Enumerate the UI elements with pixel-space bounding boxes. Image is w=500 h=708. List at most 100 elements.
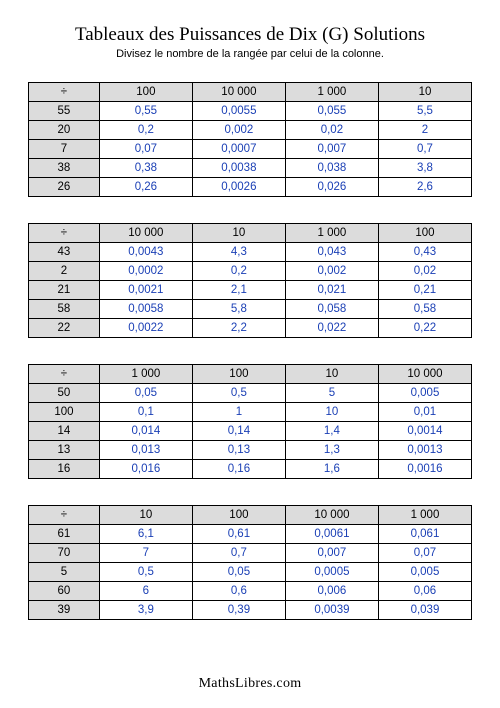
- column-header: 1 000: [99, 365, 192, 384]
- row-header: 38: [29, 159, 100, 178]
- row-header: 22: [29, 319, 100, 338]
- answer-cell: 0,0039: [285, 601, 378, 620]
- answer-cell: 0,1: [99, 403, 192, 422]
- table-header-row: ÷10010 0001 00010: [29, 83, 472, 102]
- row-header: 21: [29, 281, 100, 300]
- table-row: 140,0140,141,40,0014: [29, 422, 472, 441]
- answer-cell: 0,002: [285, 262, 378, 281]
- column-header: 10: [378, 83, 471, 102]
- table-row: 430,00434,30,0430,43: [29, 243, 472, 262]
- answer-cell: 0,026: [285, 178, 378, 197]
- answer-cell: 0,2: [99, 121, 192, 140]
- table-row: 50,50,050,00050,005: [29, 563, 472, 582]
- row-header: 26: [29, 178, 100, 197]
- row-header: 58: [29, 300, 100, 319]
- column-header: 1 000: [378, 506, 471, 525]
- row-header: 70: [29, 544, 100, 563]
- answer-cell: 0,0038: [192, 159, 285, 178]
- column-header: 100: [192, 506, 285, 525]
- answer-cell: 0,06: [378, 582, 471, 601]
- column-header: 100: [99, 83, 192, 102]
- answer-cell: 0,05: [192, 563, 285, 582]
- answer-cell: 1,6: [285, 460, 378, 479]
- table-row: 580,00585,80,0580,58: [29, 300, 472, 319]
- answer-cell: 2,1: [192, 281, 285, 300]
- table-row: 160,0160,161,60,0016: [29, 460, 472, 479]
- division-table: ÷1010010 0001 000616,10,610,00610,061707…: [28, 505, 472, 620]
- answer-cell: 0,0002: [99, 262, 192, 281]
- row-header: 60: [29, 582, 100, 601]
- column-header: 10 000: [192, 83, 285, 102]
- page-subtitle: Divisez le nombre de la rangée par celui…: [28, 48, 472, 60]
- answer-cell: 0,021: [285, 281, 378, 300]
- answer-cell: 0,0055: [192, 102, 285, 121]
- answer-cell: 0,002: [192, 121, 285, 140]
- table-row: 500,050,550,005: [29, 384, 472, 403]
- row-header: 16: [29, 460, 100, 479]
- table-header-row: ÷10 000101 000100: [29, 224, 472, 243]
- answer-cell: 0,38: [99, 159, 192, 178]
- table: ÷10 000101 000100430,00434,30,0430,4320,…: [28, 223, 472, 338]
- answer-cell: 0,0043: [99, 243, 192, 262]
- answer-cell: 0,0061: [285, 525, 378, 544]
- answer-cell: 0,61: [192, 525, 285, 544]
- answer-cell: 0,07: [99, 140, 192, 159]
- table-header-row: ÷1010010 0001 000: [29, 506, 472, 525]
- table-row: 200,20,0020,022: [29, 121, 472, 140]
- answer-cell: 0,55: [99, 102, 192, 121]
- row-header: 5: [29, 563, 100, 582]
- answer-cell: 0,0007: [192, 140, 285, 159]
- answer-cell: 0,13: [192, 441, 285, 460]
- answer-cell: 5: [285, 384, 378, 403]
- answer-cell: 0,0005: [285, 563, 378, 582]
- table-row: 1000,11100,01: [29, 403, 472, 422]
- answer-cell: 0,043: [285, 243, 378, 262]
- row-header: 20: [29, 121, 100, 140]
- answer-cell: 5,5: [378, 102, 471, 121]
- answer-cell: 0,055: [285, 102, 378, 121]
- answer-cell: 1: [192, 403, 285, 422]
- answer-cell: 0,039: [378, 601, 471, 620]
- table-row: 220,00222,20,0220,22: [29, 319, 472, 338]
- answer-cell: 0,007: [285, 544, 378, 563]
- answer-cell: 0,21: [378, 281, 471, 300]
- column-header: 10: [192, 224, 285, 243]
- answer-cell: 0,7: [378, 140, 471, 159]
- column-header: 10: [285, 365, 378, 384]
- answer-cell: 4,3: [192, 243, 285, 262]
- row-header: 39: [29, 601, 100, 620]
- answer-cell: 0,39: [192, 601, 285, 620]
- table-row: 393,90,390,00390,039: [29, 601, 472, 620]
- division-symbol-cell: ÷: [29, 506, 100, 525]
- answer-cell: 0,005: [378, 563, 471, 582]
- answer-cell: 1,4: [285, 422, 378, 441]
- table-row: 70,070,00070,0070,7: [29, 140, 472, 159]
- answer-cell: 0,01: [378, 403, 471, 422]
- row-header: 2: [29, 262, 100, 281]
- answer-cell: 10: [285, 403, 378, 422]
- table-row: 380,380,00380,0383,8: [29, 159, 472, 178]
- answer-cell: 0,0013: [378, 441, 471, 460]
- answer-cell: 0,058: [285, 300, 378, 319]
- answer-cell: 0,5: [192, 384, 285, 403]
- answer-cell: 0,2: [192, 262, 285, 281]
- column-header: 100: [192, 365, 285, 384]
- table-row: 210,00212,10,0210,21: [29, 281, 472, 300]
- answer-cell: 0,05: [99, 384, 192, 403]
- answer-cell: 0,061: [378, 525, 471, 544]
- table-row: 260,260,00260,0262,6: [29, 178, 472, 197]
- column-header: 1 000: [285, 224, 378, 243]
- table-row: 130,0130,131,30,0013: [29, 441, 472, 460]
- row-header: 7: [29, 140, 100, 159]
- division-symbol-cell: ÷: [29, 83, 100, 102]
- table-row: 20,00020,20,0020,02: [29, 262, 472, 281]
- answer-cell: 0,14: [192, 422, 285, 441]
- column-header: 1 000: [285, 83, 378, 102]
- table: ÷10010 0001 00010550,550,00550,0555,5200…: [28, 82, 472, 197]
- row-header: 55: [29, 102, 100, 121]
- answer-cell: 0,022: [285, 319, 378, 338]
- answer-cell: 0,005: [378, 384, 471, 403]
- answer-cell: 0,22: [378, 319, 471, 338]
- table: ÷1 0001001010 000500,050,550,0051000,111…: [28, 364, 472, 479]
- tables-container: ÷10010 0001 00010550,550,00550,0555,5200…: [28, 82, 472, 620]
